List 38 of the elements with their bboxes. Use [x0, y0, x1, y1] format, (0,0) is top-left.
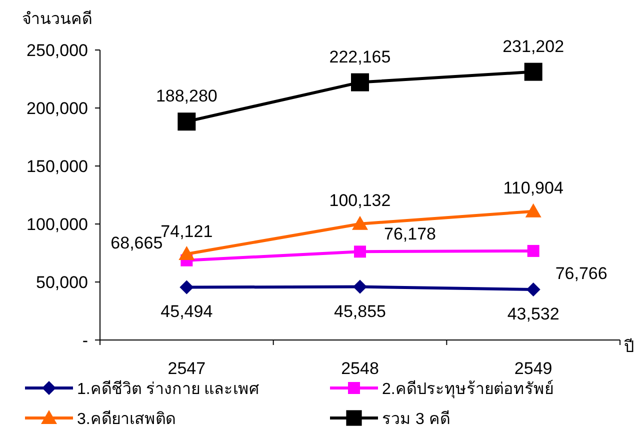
y-tick-label: 50,000 [36, 273, 88, 292]
point [526, 282, 540, 297]
point [352, 216, 368, 230]
data-label: 188,280 [156, 86, 218, 106]
y-tick-label: 200,000 [26, 99, 88, 118]
point [354, 246, 366, 258]
x-tick-label: 2549 [514, 359, 552, 378]
data-label: 231,202 [502, 36, 564, 56]
legend-label: 3.คดียาเสพติด [77, 410, 176, 428]
data-label: 100,132 [329, 190, 391, 210]
point [353, 280, 367, 294]
legend-label: 1.คดีชีวิต ร่างกาย และเพศ [77, 380, 260, 398]
data-label: 76,766 [555, 264, 608, 283]
x-tick-label: 2547 [168, 359, 206, 378]
y-tick-label: 150,000 [26, 157, 88, 176]
point [351, 73, 369, 92]
data-label: 110,904 [503, 178, 564, 198]
point [178, 112, 196, 131]
y-axis-title: จำนวนคดี [22, 10, 92, 28]
point [527, 244, 540, 257]
data-label: 76,178 [384, 224, 436, 244]
y-tick-label: 250,000 [26, 41, 88, 60]
data-label: 45,494 [160, 302, 213, 322]
data-label: 222,165 [329, 47, 391, 66]
data-label: 45,855 [334, 302, 386, 321]
point [180, 280, 194, 294]
point [178, 246, 195, 260]
x-axis-title: ปี [624, 338, 634, 356]
point [524, 62, 542, 81]
point [525, 203, 542, 218]
y-tick-label: - [82, 331, 88, 350]
y-tick-label: 100,000 [26, 215, 88, 234]
x-tick-label: 2548 [341, 359, 379, 378]
data-label: 43,532 [507, 304, 560, 324]
legend-label: 2.คดีประทุษร้ายต่อทรัพย์ [382, 379, 554, 399]
data-label: 68,665 [110, 233, 163, 252]
data-label: 74,121 [160, 222, 213, 242]
legend-label: รวม 3 คดี [382, 410, 450, 428]
